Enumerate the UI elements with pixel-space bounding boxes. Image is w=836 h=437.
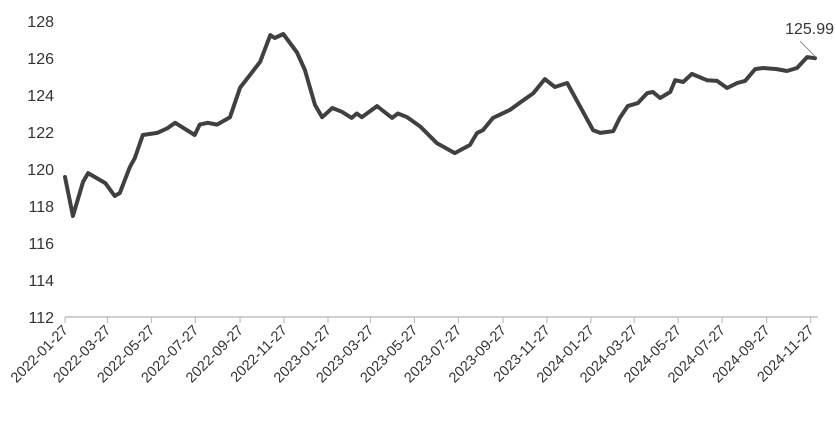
y-tick-label: 124 (27, 88, 54, 105)
y-tick-label: 128 (27, 14, 54, 31)
y-tick-label: 112 (28, 310, 54, 327)
y-tick-label: 116 (28, 236, 54, 253)
y-tick-label: 120 (27, 162, 54, 179)
y-axis: 112 114 116 118 120 122 124 126 128 (27, 14, 54, 327)
y-tick-label: 118 (28, 199, 54, 216)
y-tick-label: 122 (27, 125, 54, 142)
series-line (65, 34, 815, 216)
y-tick-label: 126 (27, 51, 54, 68)
annotation-label: 125.99 (785, 21, 834, 38)
series-group (65, 34, 815, 216)
annotation-leader-line (800, 41, 815, 56)
annotation-group: 125.99 (785, 21, 834, 56)
x-axis: 2022-01-272022-03-272022-05-272022-07-27… (8, 317, 818, 386)
y-tick-label: 114 (28, 273, 54, 290)
